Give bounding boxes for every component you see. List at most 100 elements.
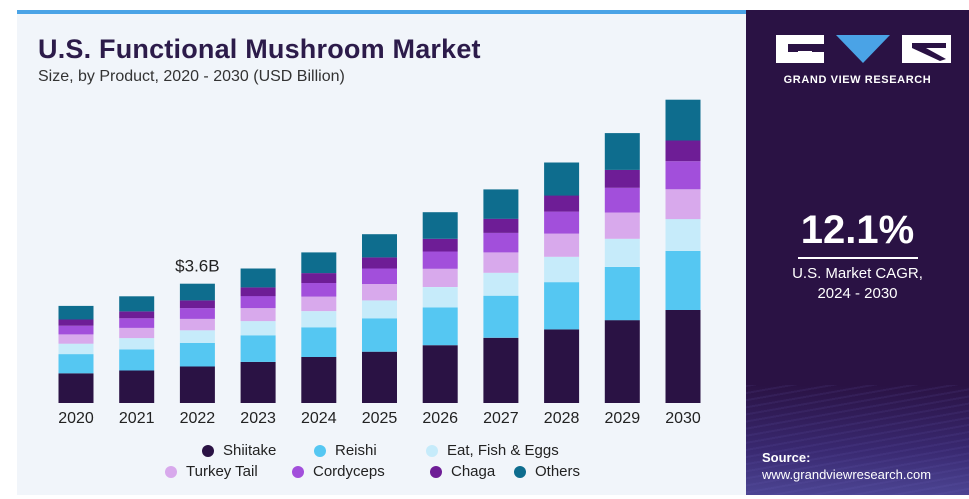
bar-segment-2028-chaga <box>544 195 580 212</box>
legend-label: Eat, Fish & Eggs <box>447 442 559 459</box>
legend-label: Reishi <box>335 442 377 459</box>
bar-segment-2022-reishi <box>179 343 215 367</box>
legend-item: Cordyceps <box>292 463 385 480</box>
bar-segment-2026-turkey-tail <box>422 268 458 287</box>
bar-segment-2025-cordyceps <box>362 268 397 284</box>
bar-segment-2024-shiitake <box>301 356 337 403</box>
bar-segment-2030-others <box>665 99 701 141</box>
bar-segment-2022-others <box>179 283 215 301</box>
legend-swatch-icon <box>165 465 177 478</box>
bar-segment-2021-eat-fish-eggs <box>119 338 155 350</box>
bar-segment-2023-shiitake <box>240 361 276 403</box>
x-tick-label: 2028 <box>544 410 580 427</box>
bar-segment-2030-reishi <box>665 250 701 310</box>
bar-segment-2030-turkey-tail <box>665 189 701 220</box>
x-tick-label: 2027 <box>483 410 519 427</box>
bar-segment-2021-turkey-tail <box>119 327 155 339</box>
x-tick-label: 2026 <box>422 410 458 427</box>
legend-item: Turkey Tail <box>165 463 258 480</box>
bar-segment-2025-reishi <box>362 318 397 352</box>
x-tick-label: 2025 <box>362 410 398 427</box>
bar-segment-2022-turkey-tail <box>179 318 215 331</box>
cagr-label-line1: U.S. Market CAGR, <box>792 265 923 282</box>
x-tick-label: 2029 <box>605 410 641 427</box>
stacked-bar-chart: 2020 2021 2022 $3.6B 2023 2024 2025 2026 2027 202… <box>58 99 701 427</box>
bar-segment-2024-eat-fish-eggs <box>301 311 337 328</box>
bar-segment-2021-reishi <box>119 349 155 371</box>
legend-swatch-icon <box>514 465 526 478</box>
bar-segment-2020-chaga <box>58 319 94 326</box>
bar-segment-2027-cordyceps <box>483 232 519 253</box>
bar-segment-2027-shiitake <box>483 337 519 403</box>
x-tick-label: 2020 <box>58 410 94 427</box>
legend-label: Shiitake <box>223 442 277 459</box>
bar-segment-2026-reishi <box>422 307 458 346</box>
bar-segment-2021-chaga <box>119 311 155 319</box>
legend-item: Shiitake <box>202 442 276 459</box>
bar-segment-2022-cordyceps <box>179 308 215 319</box>
x-tick-label: 2024 <box>301 410 337 427</box>
legend-label: Cordyceps <box>313 463 385 480</box>
bar-segment-2023-chaga <box>240 287 276 297</box>
bar-segment-2025-eat-fish-eggs <box>362 300 397 319</box>
bar-segment-2022-shiitake <box>179 366 215 403</box>
bar-segment-2027-turkey-tail <box>483 252 519 273</box>
bar-segment-2029-reishi <box>604 267 640 321</box>
bar-segment-2025-shiitake <box>362 351 397 403</box>
bar-segment-2027-others <box>483 189 519 219</box>
bar-segment-2023-reishi <box>240 335 276 362</box>
bar-segment-2024-chaga <box>301 273 337 283</box>
bar-segment-2028-others <box>544 162 580 196</box>
bar-segment-2025-chaga <box>362 257 397 269</box>
bar-segment-2022-chaga <box>179 300 215 309</box>
bar-segment-2020-cordyceps <box>58 325 94 335</box>
bar-segment-2021-shiitake <box>119 370 155 403</box>
cagr-label: U.S. Market CAGR, 2024 - 2030 <box>746 264 969 304</box>
bar-segment-2030-eat-fish-eggs <box>665 219 701 251</box>
bar-segment-2029-shiitake <box>604 320 640 403</box>
bar-segment-2020-shiitake <box>58 373 94 403</box>
bar-segment-2020-eat-fish-eggs <box>58 343 94 355</box>
bar-segment-2024-others <box>301 252 337 274</box>
legend-item: Chaga <box>430 463 495 480</box>
x-tick-label: 2023 <box>240 410 276 427</box>
bar-segment-2029-chaga <box>604 169 640 188</box>
bar-value-annotation: $3.6B <box>175 257 219 276</box>
legend-swatch-icon <box>430 465 442 478</box>
bar-segment-2020-reishi <box>58 354 94 374</box>
bar-segment-2028-turkey-tail <box>544 233 580 257</box>
bar-segment-2026-cordyceps <box>422 251 458 269</box>
legend-label: Chaga <box>451 463 496 480</box>
brand-name: GRAND VIEW RESEARCH <box>783 74 932 86</box>
cagr-value: 12.1% <box>800 208 915 252</box>
x-tick-label: 2022 <box>180 410 216 427</box>
chart-title: U.S. Functional Mushroom Market <box>38 34 481 64</box>
bar-segment-2028-cordyceps <box>544 211 580 234</box>
bar-segment-2029-eat-fish-eggs <box>604 238 640 267</box>
bar-segment-2028-shiitake <box>544 329 580 403</box>
bar-segment-2020-others <box>58 305 94 320</box>
bar-segment-2030-shiitake <box>665 309 701 403</box>
bar-segment-2027-chaga <box>483 218 519 233</box>
bar-segment-2026-eat-fish-eggs <box>422 287 458 308</box>
bar-segment-2023-turkey-tail <box>240 308 276 322</box>
x-tick-label: 2021 <box>119 410 155 427</box>
bar-segment-2026-chaga <box>422 238 458 252</box>
cagr-label-line2: 2024 - 2030 <box>817 285 898 302</box>
x-tick-label: 2030 <box>665 410 701 427</box>
bar-segment-2028-reishi <box>544 282 580 330</box>
bar-segment-2021-others <box>119 296 155 312</box>
bar-segment-2027-eat-fish-eggs <box>483 272 519 296</box>
bar-segment-2021-cordyceps <box>119 318 155 328</box>
bar-segment-2020-turkey-tail <box>58 334 94 344</box>
legend-label: Others <box>535 463 581 480</box>
bar-segment-2030-chaga <box>665 140 701 162</box>
bar-segment-2025-others <box>362 234 397 258</box>
legend-swatch-icon <box>314 444 326 457</box>
source-label: Source: <box>762 450 811 465</box>
legend-swatch-icon <box>292 465 304 478</box>
source-link[interactable]: www.grandviewresearch.com <box>762 467 932 482</box>
cagr-divider <box>798 257 918 259</box>
bar-segment-2029-cordyceps <box>604 187 640 213</box>
bar-segment-2029-turkey-tail <box>604 212 640 239</box>
